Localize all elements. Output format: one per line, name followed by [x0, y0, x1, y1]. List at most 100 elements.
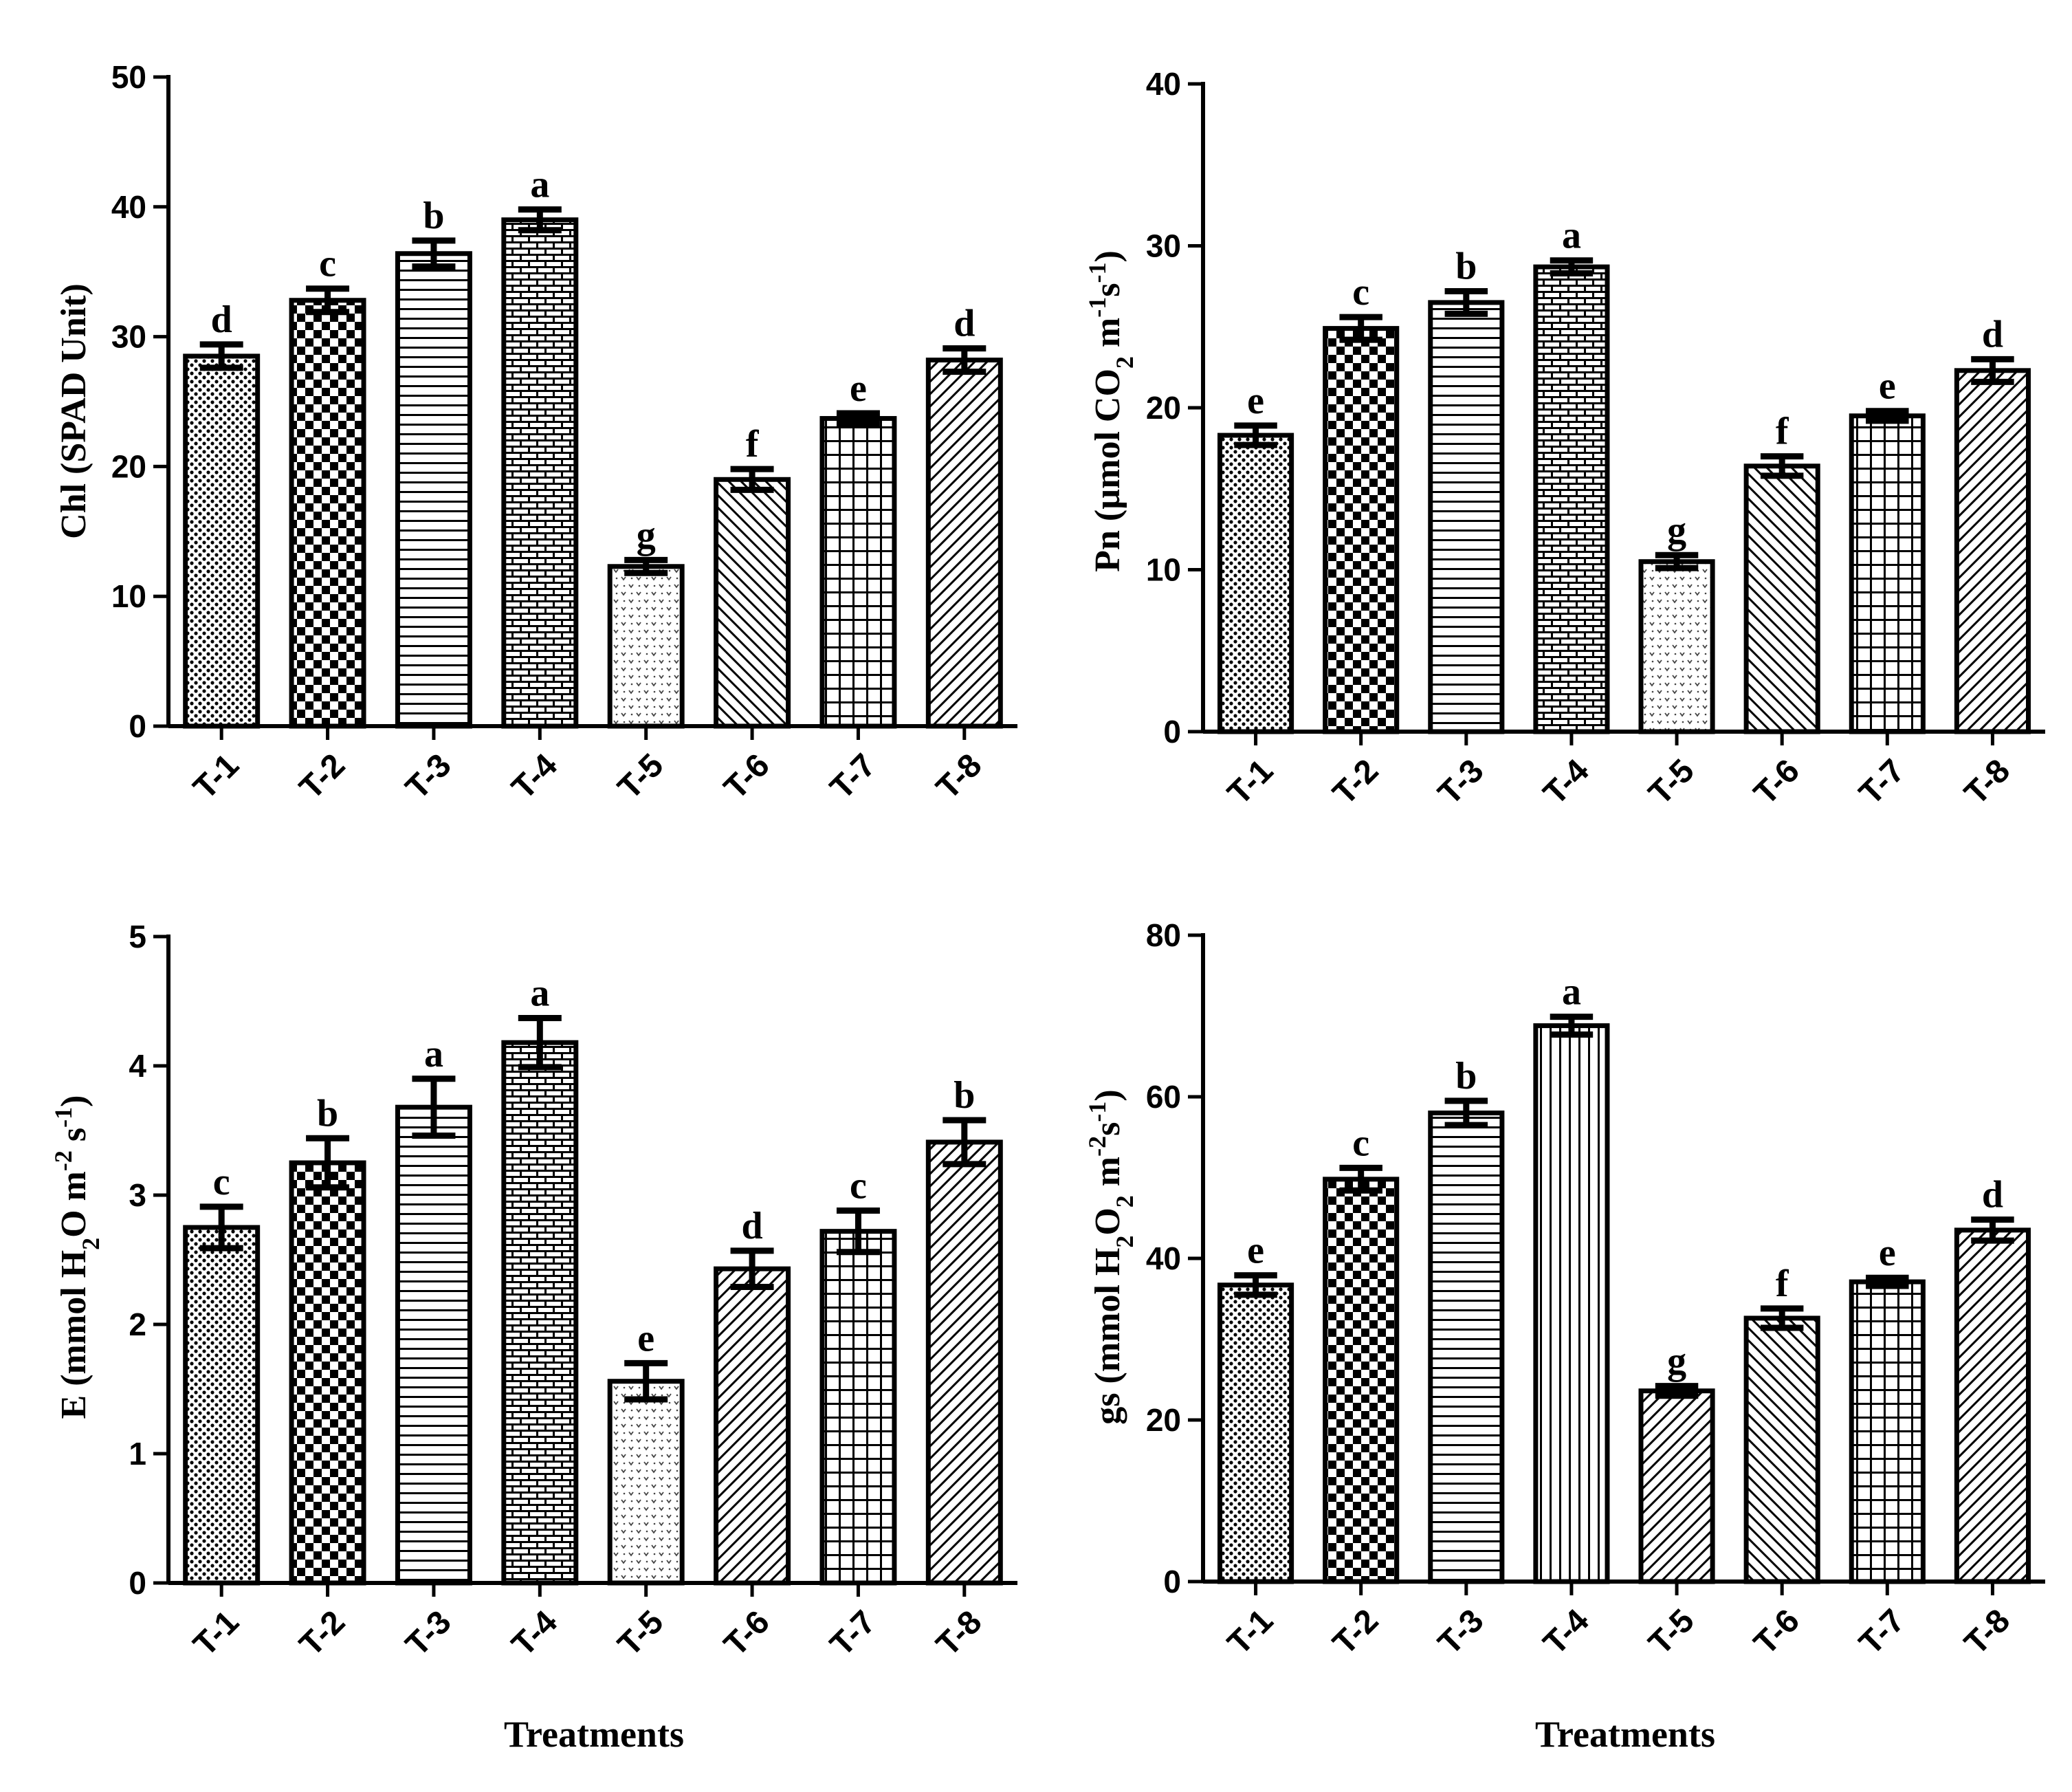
gridless-plot-area: 0 10 20 30 40 e T-1 c T-2 b T-3 a T-4 g T-5 f T-6 e T-7 d T-… — [1146, 66, 2045, 812]
significance-letter: g — [637, 514, 656, 556]
bar-t-6 — [714, 477, 791, 729]
significance-letter: d — [211, 298, 232, 341]
y-tick-label: 10 — [111, 578, 146, 614]
bar-t-1 — [1217, 1282, 1294, 1584]
bar-t-8 — [1954, 1227, 2031, 1584]
y-axis-label: gs (mmol H2O2 m-2s-1) — [1083, 1089, 1138, 1424]
y-axis-label: E (mmol H2O m-2 s-1) — [49, 1095, 104, 1419]
x-tick-label: T-5 — [611, 747, 671, 807]
bar-t-7 — [1849, 1279, 1926, 1584]
error-bar — [1234, 1272, 1277, 1298]
y-tick-label: 20 — [111, 448, 146, 484]
bar-t-5 — [607, 564, 685, 729]
y-tick-label: 10 — [1146, 552, 1181, 588]
y-tick-label: 0 — [1163, 714, 1181, 750]
error-bar — [518, 206, 562, 234]
error-bar — [1550, 257, 1594, 277]
y-tick-label: 40 — [1146, 66, 1181, 102]
bar-t-4 — [1533, 1023, 1610, 1584]
bar-t-2 — [289, 1160, 366, 1586]
x-tick-label: T-3 — [399, 1604, 459, 1663]
significance-letter: d — [1982, 313, 2003, 356]
x-tick-label: T-1 — [1221, 752, 1281, 812]
y-tick-label: 4 — [129, 1048, 146, 1084]
error-bar — [1866, 408, 1909, 424]
chart-panel-pn: 0 10 20 30 40 e T-1 c T-2 b T-3 a T-4 g T-5 f T-6 e T-7 d T-… — [1083, 66, 2045, 812]
error-bar — [836, 410, 880, 427]
y-tick-label: 3 — [129, 1177, 146, 1213]
x-tick-label: T-1 — [186, 747, 246, 807]
x-tick-label: T-6 — [1747, 1602, 1807, 1662]
error-bar — [1444, 1097, 1488, 1128]
x-tick-label: T-3 — [1431, 1602, 1491, 1662]
x-axis-label: Treatments — [1535, 1714, 1715, 1755]
error-bar — [1339, 1164, 1382, 1194]
error-bar — [199, 341, 243, 371]
significance-letter: d — [741, 1205, 762, 1247]
significance-letter: c — [850, 1165, 867, 1208]
bar-t-1 — [183, 353, 261, 729]
bar-t-5 — [607, 1379, 685, 1586]
y-tick-label: 0 — [1163, 1564, 1181, 1599]
x-tick-label: T-6 — [1747, 752, 1807, 812]
significance-letter: e — [850, 367, 867, 410]
x-axis-label: Treatments — [504, 1714, 684, 1755]
significance-letter: f — [1776, 1263, 1789, 1305]
chart-panel-chl: 0 10 20 30 40 50 d T-1 c T-2 b T-3 a T-4 g T-5 f T-6 e T-7 d… — [54, 59, 1017, 807]
bar-t-4 — [501, 1040, 579, 1586]
chart-panel-gs: 0 20 40 60 80 e T-1 c T-2 b T-3 a T-4 g T-5 f T-6 e T-7 d T-… — [1083, 917, 2045, 1755]
bar-t-8 — [925, 358, 1003, 729]
error-bar — [836, 1208, 880, 1256]
bar-t-7 — [819, 416, 897, 729]
x-tick-label: T-5 — [1642, 752, 1701, 812]
bar-t-7 — [1849, 413, 1926, 734]
bar-t-5 — [1638, 559, 1715, 734]
bar-t-3 — [395, 1104, 472, 1586]
bar-t-2 — [1323, 326, 1400, 734]
y-tick-label: 0 — [129, 708, 146, 744]
error-bar — [306, 285, 350, 316]
error-bar — [518, 1014, 562, 1071]
x-tick-label: T-6 — [717, 747, 777, 807]
significance-letter: a — [530, 164, 549, 206]
x-tick-label: T-5 — [611, 1604, 671, 1663]
significance-letter: f — [746, 423, 760, 466]
significance-letter: d — [1982, 1174, 2003, 1216]
error-bar — [730, 466, 774, 493]
y-tick-label: 2 — [129, 1307, 146, 1342]
bar-t-3 — [1428, 1111, 1505, 1584]
significance-letter: a — [1562, 215, 1581, 257]
x-tick-label: T-7 — [1853, 752, 1913, 812]
error-bar — [1550, 1014, 1594, 1038]
error-bar — [1655, 551, 1699, 571]
bar-t-6 — [1743, 463, 1820, 734]
x-tick-label: T-1 — [1221, 1602, 1281, 1662]
error-bar — [306, 1135, 350, 1191]
bar-t-1 — [183, 1225, 261, 1586]
x-tick-label: T-6 — [717, 1604, 777, 1663]
significance-letter: c — [213, 1161, 230, 1203]
y-axis-label: Chl (SPAD Unit) — [54, 283, 93, 539]
error-bar — [943, 1117, 987, 1168]
x-tick-label: T-2 — [293, 747, 353, 807]
significance-letter: g — [1667, 1340, 1686, 1383]
error-bar — [412, 237, 456, 270]
bar-t-2 — [1323, 1177, 1400, 1584]
chart-panel-e: 0 1 2 3 4 5 c T-1 b T-2 a T-3 a T-4 e T-5 d T-6 c T-7 b T-8 E… — [49, 919, 1017, 1755]
significance-letter: e — [637, 1317, 654, 1359]
bar-t-1 — [1217, 433, 1294, 734]
y-tick-label: 50 — [111, 59, 146, 95]
x-tick-label: T-8 — [1958, 1602, 2018, 1662]
x-tick-label: T-2 — [1326, 1602, 1386, 1662]
x-tick-label: T-3 — [1431, 752, 1491, 812]
significance-letter: e — [1247, 1230, 1264, 1272]
x-tick-label: T-8 — [1958, 752, 2018, 812]
x-tick-label: T-7 — [1853, 1602, 1913, 1662]
x-tick-label: T-7 — [824, 1604, 883, 1663]
significance-letter: b — [317, 1092, 338, 1135]
bar-t-8 — [1954, 368, 2031, 734]
significance-letter: c — [1352, 1122, 1369, 1164]
bar-t-6 — [714, 1266, 791, 1586]
error-bar — [624, 1359, 668, 1403]
y-tick-label: 30 — [111, 319, 146, 355]
